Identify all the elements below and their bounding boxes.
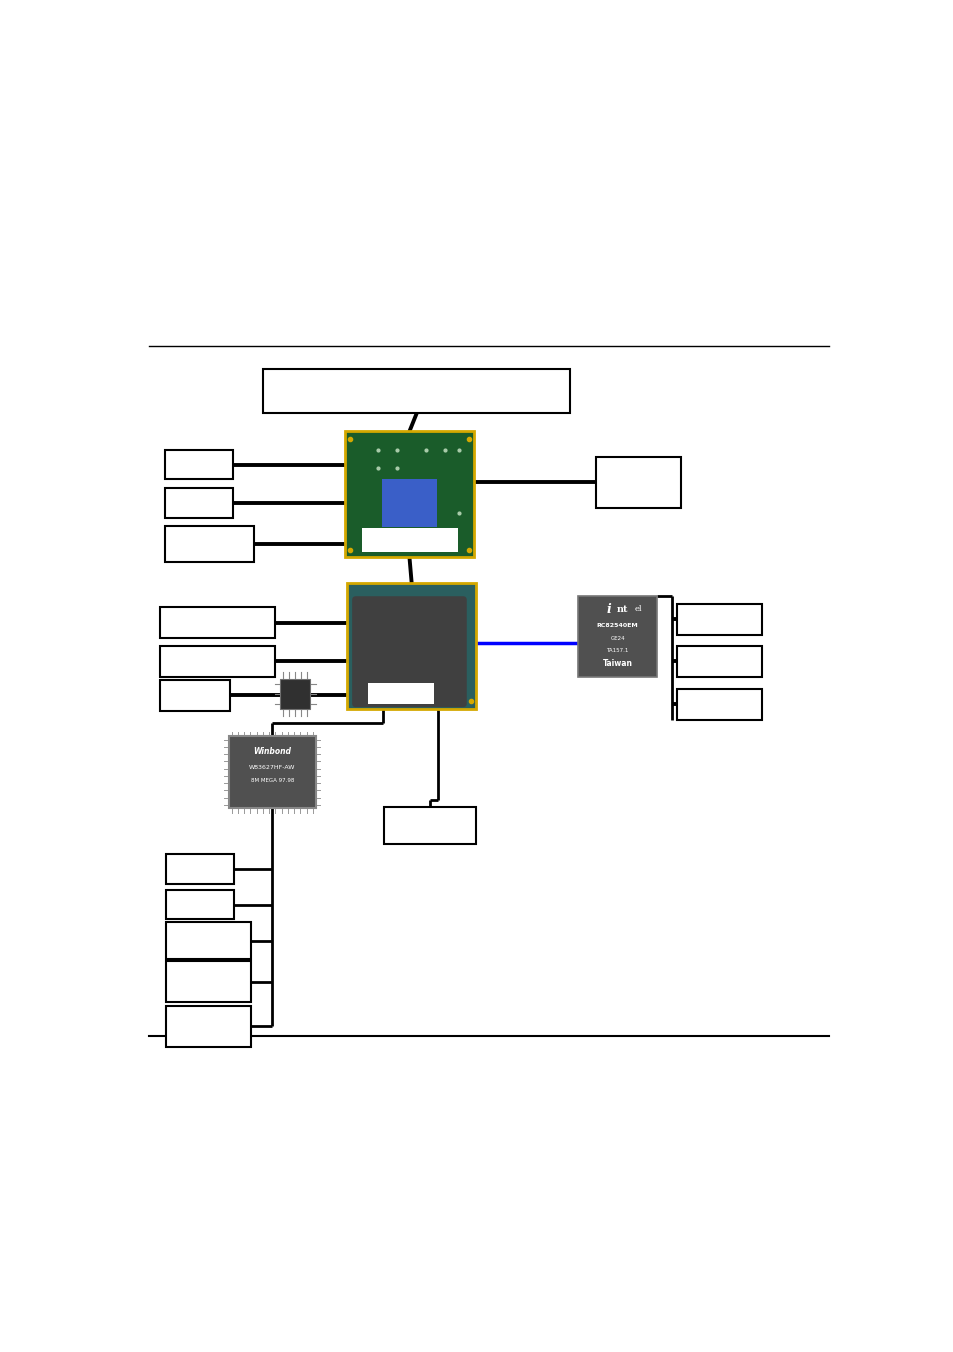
FancyBboxPatch shape [352,596,466,707]
Bar [166,890,233,919]
Bar [677,603,761,634]
Bar [160,646,274,677]
Bar [166,922,251,960]
Bar [344,431,474,557]
Bar [263,369,570,412]
Text: GE24: GE24 [610,637,624,641]
Bar [383,807,476,844]
Bar [165,450,233,480]
Bar [166,961,251,1002]
Bar [381,480,436,527]
Bar [166,1006,251,1046]
Text: Winbond: Winbond [253,748,291,756]
Bar [361,529,457,552]
Text: nt: nt [617,604,628,614]
Bar [596,457,680,507]
Bar [347,583,476,708]
Bar [367,684,434,704]
Bar [280,679,310,708]
Text: RC82540EM: RC82540EM [596,623,638,629]
Text: TA157.1: TA157.1 [606,648,628,653]
Text: 8M MEGA 97.98: 8M MEGA 97.98 [251,779,294,783]
Bar [160,680,230,711]
Bar [577,595,657,677]
Text: el: el [634,606,641,614]
Bar [229,735,315,808]
Bar [677,646,761,677]
Bar [160,607,274,638]
Text: Taiwan: Taiwan [602,658,632,668]
Bar [166,854,233,884]
Bar [165,526,253,561]
Bar [165,488,233,518]
Text: W83627HF-AW: W83627HF-AW [249,765,295,769]
Text: i: i [606,603,611,617]
Bar [677,688,761,719]
